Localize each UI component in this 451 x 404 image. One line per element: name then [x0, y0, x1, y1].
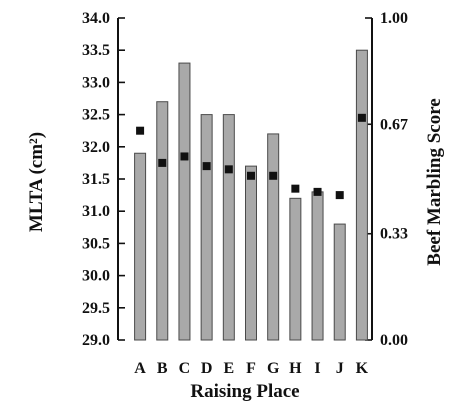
left-tick-label: 29.0: [82, 332, 110, 349]
bar-G: [267, 133, 280, 341]
left-y-axis-title: MLTA (cm²): [26, 132, 47, 232]
marker-B: [158, 158, 167, 167]
left-tick-label: 30.0: [82, 268, 110, 285]
right-tick-label: 0.67: [380, 116, 408, 133]
bar-J: [333, 223, 346, 341]
left-tick-label: 32.0: [82, 139, 110, 156]
bar-C: [178, 62, 191, 341]
category-label: D: [201, 360, 213, 377]
bar-B: [156, 101, 169, 341]
category-label: G: [267, 360, 280, 377]
marker-F: [247, 171, 255, 180]
bar-A: [134, 152, 147, 341]
left-tick-label: 31.0: [82, 203, 110, 220]
marker-E: [224, 165, 233, 174]
bar-H: [289, 197, 302, 341]
category-label: I: [314, 360, 320, 377]
left-tick-label: 32.5: [82, 107, 110, 124]
category-label: H: [289, 360, 302, 377]
marker-H: [291, 184, 300, 193]
left-tick-label: 30.5: [82, 235, 110, 252]
category-label: F: [246, 360, 256, 377]
marker-G: [269, 171, 278, 180]
left-tick-label: 33.0: [82, 74, 110, 91]
left-tick-label: 34.0: [82, 10, 110, 27]
marker-D: [202, 162, 211, 171]
plot-area: 34.0 33.5 33.0 32.5 32.0 31.5 31.0 30.5 30.0 29.5…: [82, 10, 408, 377]
left-tick-label: 29.5: [82, 300, 110, 317]
right-tick-label: 0.00: [380, 332, 408, 349]
left-tick-label: 31.5: [82, 171, 110, 188]
category-label: J: [336, 360, 344, 377]
marker-I: [313, 187, 322, 196]
category-label: A: [134, 360, 146, 377]
marker-C: [180, 152, 189, 161]
category-label: K: [356, 360, 369, 377]
bar-K: [355, 49, 368, 341]
bar-D: [200, 114, 213, 341]
bar-F: [245, 165, 257, 341]
category-label: B: [157, 360, 168, 377]
marker-J: [335, 191, 344, 200]
right-tick-label: 0.33: [380, 226, 408, 243]
bar-I: [311, 191, 324, 341]
marker-K: [357, 113, 366, 122]
right-tick-label: 1.00: [380, 10, 408, 27]
category-label: E: [223, 360, 234, 377]
right-y-axis-title: Beef Marbling Score: [424, 98, 445, 265]
left-tick-label: 33.5: [82, 42, 110, 59]
category-label: C: [179, 360, 191, 377]
marker-A: [136, 126, 145, 135]
x-axis-title: Raising Place: [190, 381, 299, 402]
bar-E: [222, 114, 235, 341]
